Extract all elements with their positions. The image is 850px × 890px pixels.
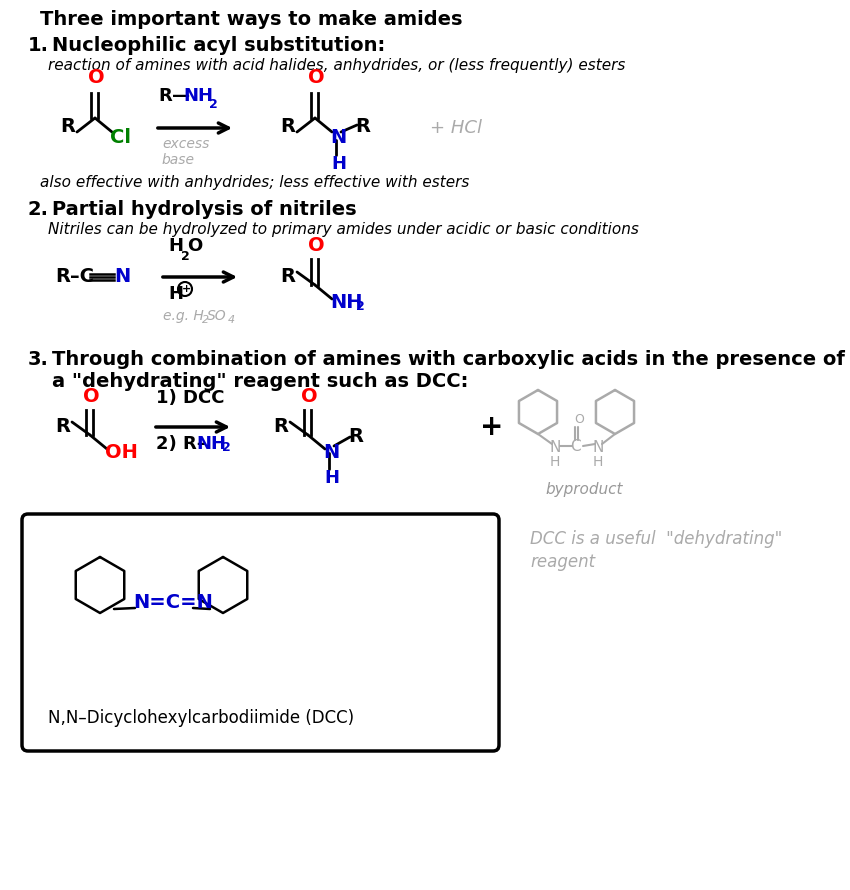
Text: 4: 4: [228, 315, 235, 325]
Text: reagent: reagent: [530, 553, 595, 571]
Text: Partial hydrolysis of nitriles: Partial hydrolysis of nitriles: [52, 200, 357, 219]
Text: 2: 2: [222, 441, 230, 454]
Text: R: R: [280, 117, 295, 136]
Text: Nucleophilic acyl substitution:: Nucleophilic acyl substitution:: [52, 36, 385, 55]
Text: reaction of amines with acid halides, anhydrides, or (less frequently) esters: reaction of amines with acid halides, an…: [48, 58, 626, 73]
Text: +: +: [182, 284, 191, 294]
Text: R: R: [55, 417, 70, 436]
Text: N=C=N: N=C=N: [133, 594, 212, 612]
Text: O: O: [88, 68, 105, 87]
Text: base: base: [162, 153, 195, 167]
Text: R: R: [273, 417, 288, 436]
Text: H: H: [550, 455, 560, 469]
Text: N,N–Dicyclohexylcarbodiimide (DCC): N,N–Dicyclohexylcarbodiimide (DCC): [48, 709, 354, 727]
Text: H: H: [324, 469, 339, 487]
Text: 3.: 3.: [28, 350, 48, 369]
Text: SO: SO: [207, 309, 227, 323]
Text: N: N: [114, 268, 130, 287]
Text: 2: 2: [181, 250, 190, 263]
Text: N: N: [330, 128, 346, 147]
Text: H: H: [593, 455, 604, 469]
Text: —: —: [172, 87, 190, 105]
Text: 2.: 2.: [28, 200, 49, 219]
Text: N: N: [593, 440, 604, 455]
Text: NH: NH: [196, 435, 226, 453]
Text: O: O: [574, 413, 584, 426]
Text: O: O: [83, 387, 99, 406]
Text: Cl: Cl: [110, 128, 131, 147]
Text: H: H: [168, 237, 183, 255]
Text: excess: excess: [162, 137, 209, 151]
Text: DCC is a useful  "dehydrating": DCC is a useful "dehydrating": [530, 530, 782, 548]
Text: e.g. H: e.g. H: [163, 309, 204, 323]
Text: +: +: [480, 413, 503, 441]
Text: R: R: [280, 268, 295, 287]
Text: 1.: 1.: [28, 36, 49, 55]
Text: NH: NH: [330, 293, 362, 312]
Text: 2) R–: 2) R–: [156, 435, 206, 453]
Text: Through combination of amines with carboxylic acids in the presence of: Through combination of amines with carbo…: [52, 350, 845, 369]
Text: O: O: [308, 236, 325, 255]
Text: Nitriles can be hydrolyzed to primary amides under acidic or basic conditions: Nitriles can be hydrolyzed to primary am…: [48, 222, 639, 237]
Text: 2: 2: [356, 300, 365, 313]
Text: O: O: [301, 387, 318, 406]
Text: O: O: [187, 237, 202, 255]
Text: Three important ways to make amides: Three important ways to make amides: [40, 10, 462, 29]
Text: N: N: [323, 443, 339, 462]
Text: R: R: [355, 117, 370, 136]
Text: R: R: [158, 87, 172, 105]
Text: OH: OH: [105, 443, 138, 462]
Text: R: R: [348, 426, 363, 446]
Text: C: C: [570, 439, 581, 454]
Text: 2: 2: [209, 98, 218, 111]
Text: R: R: [60, 117, 75, 136]
Text: R: R: [55, 268, 70, 287]
FancyBboxPatch shape: [22, 514, 499, 751]
Text: H: H: [331, 155, 346, 173]
Text: N: N: [550, 440, 561, 455]
Text: also effective with anhydrides; less effective with esters: also effective with anhydrides; less eff…: [40, 175, 469, 190]
Text: H: H: [168, 285, 183, 303]
Text: NH: NH: [183, 87, 213, 105]
Text: + HCl: + HCl: [430, 119, 482, 137]
Text: O: O: [308, 68, 325, 87]
Text: 2: 2: [202, 315, 209, 325]
Text: 1) DCC: 1) DCC: [156, 389, 224, 407]
Text: –C: –C: [70, 268, 94, 287]
Text: a "dehydrating" reagent such as DCC:: a "dehydrating" reagent such as DCC:: [52, 372, 468, 391]
Text: byproduct: byproduct: [545, 482, 622, 497]
